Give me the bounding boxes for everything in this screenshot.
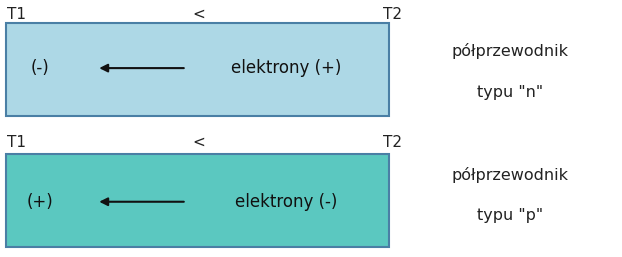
Text: elektrony (-): elektrony (-) [235,193,337,211]
Bar [6,154,389,247]
Text: <: < [193,7,205,22]
Text: (-): (-) [31,59,50,77]
Text: (+): (+) [27,193,54,211]
Text: T2: T2 [383,7,402,22]
Text: elektrony (+): elektrony (+) [231,59,341,77]
Text: półprzewodnik: półprzewodnik [452,43,569,59]
Text: T1: T1 [7,7,27,22]
Text: <: < [193,135,205,150]
Text: T1: T1 [7,135,27,150]
Text: T2: T2 [383,135,402,150]
Text: typu "n": typu "n" [477,85,543,100]
Bar [6,23,389,116]
Text: półprzewodnik: półprzewodnik [452,167,569,183]
Text: typu "p": typu "p" [477,208,543,223]
